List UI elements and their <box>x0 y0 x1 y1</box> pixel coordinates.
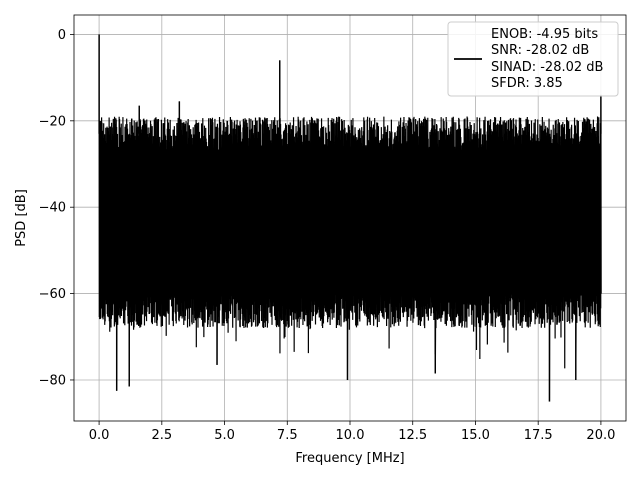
psd-line <box>98 34 602 402</box>
legend-line-enob: ENOB: -4.95 bits <box>491 27 598 42</box>
x-tick-label: 5.0 <box>214 428 235 443</box>
y-tick-label: −60 <box>39 287 66 302</box>
x-axis-ticks: 0.0 2.5 5.0 7.5 10.0 12.5 15.0 17.5 20.0 <box>89 421 615 443</box>
legend-line-snr: SNR: -28.02 dB <box>491 43 589 58</box>
x-tick-label: 17.5 <box>524 428 553 443</box>
legend: ENOB: -4.95 bits SNR: -28.02 dB SINAD: -… <box>447 21 619 97</box>
x-tick-label: 7.5 <box>277 428 298 443</box>
legend-line-sinad: SINAD: -28.02 dB <box>491 60 603 75</box>
y-tick-label: −40 <box>39 201 66 216</box>
y-tick-label: 0 <box>58 28 66 43</box>
x-axis-label: Frequency [MHz] <box>295 451 404 466</box>
legend-line-sfdr: SFDR: 3.85 <box>491 76 563 91</box>
x-tick-label: 15.0 <box>461 428 490 443</box>
legend-box <box>447 21 619 97</box>
x-tick-label: 2.5 <box>151 428 172 443</box>
y-tick-label: −20 <box>39 114 66 129</box>
x-tick-label: 12.5 <box>398 428 427 443</box>
x-tick-label: 0.0 <box>89 428 110 443</box>
y-axis-label: PSD [dB] <box>14 189 29 247</box>
y-axis-ticks: 0 −20 −40 −60 −80 <box>39 28 74 388</box>
psd-series <box>98 34 602 402</box>
x-tick-label: 20.0 <box>586 428 615 443</box>
x-tick-label: 10.0 <box>336 428 365 443</box>
y-tick-label: −80 <box>39 373 66 388</box>
